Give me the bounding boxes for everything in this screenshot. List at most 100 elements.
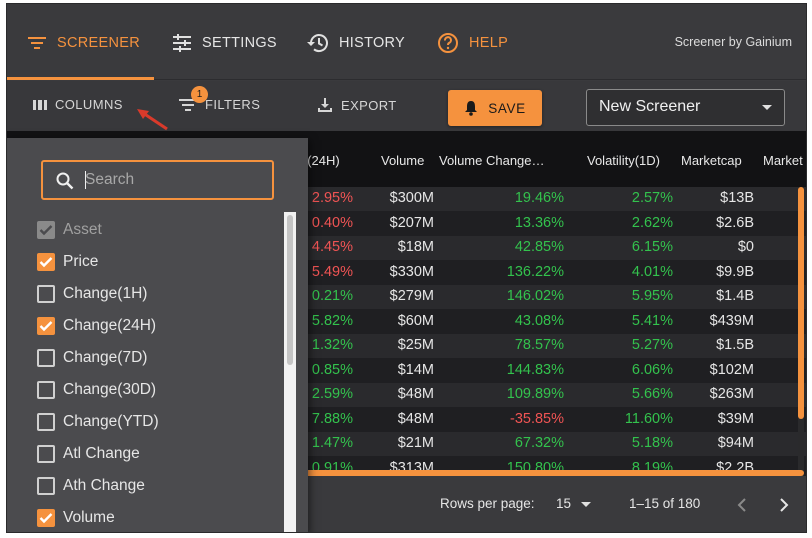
header-volatility[interactable]: Volatility(1D) (587, 153, 660, 168)
cell-change24h: 4.45% (311, 239, 353, 255)
filters-label: FILTERS (205, 97, 261, 112)
save-button[interactable]: SAVE (448, 90, 542, 126)
nav-screener-label: SCREENER (57, 35, 140, 51)
cell-volume-change: 144.83% (506, 361, 564, 378)
cell-volatility: 6.06% (631, 361, 673, 378)
cell-marketcap: $263M (709, 386, 754, 402)
table-row[interactable]: 5.49% $330M 136.22% 4.01% $9.9B (7, 261, 806, 285)
pagination-range: 1–15 of 180 (629, 496, 701, 511)
chevron-right-icon[interactable] (779, 498, 789, 512)
nav-settings[interactable]: SETTINGS (172, 31, 277, 55)
download-icon (318, 98, 332, 112)
cell-volume-change: -35.85% (509, 410, 564, 427)
checkbox-empty-icon[interactable] (37, 445, 55, 463)
column-option-label: Change(YTD) (63, 413, 159, 430)
nav-help[interactable]: HELP (437, 31, 508, 55)
columns-icon (33, 99, 47, 110)
cell-volume-change: 109.89% (506, 386, 564, 402)
table-vertical-scrollbar[interactable] (798, 187, 804, 419)
column-search-input[interactable] (85, 169, 265, 191)
cell-volume: $48M (397, 386, 434, 402)
column-option-change-ytd[interactable]: Change(YTD) (37, 410, 159, 434)
nav-history[interactable]: HISTORY (307, 31, 405, 55)
column-option-ath-change[interactable]: Ath Change (37, 474, 145, 498)
column-option-label: Change(30D) (63, 381, 157, 398)
export-button[interactable]: EXPORT (317, 97, 397, 113)
cell-volume: $330M (389, 263, 434, 280)
column-option-label: Asset (63, 221, 102, 238)
checkbox-checked-icon[interactable] (37, 509, 55, 527)
cell-change24h: 2.95% (311, 190, 353, 206)
screener-select[interactable]: New Screener (586, 89, 785, 126)
cell-volume: $279M (389, 288, 434, 304)
save-label: SAVE (488, 100, 526, 116)
columns-panel: Asset Price Change(1H) Change(24H) Change(7D… (7, 138, 308, 532)
table-row[interactable]: 0.85% $14M 144.83% 6.06% $102M (7, 359, 806, 383)
checkbox-empty-icon[interactable] (37, 477, 55, 495)
checkbox-empty-icon[interactable] (37, 285, 55, 303)
rows-per-page-select[interactable]: 15 (556, 496, 591, 511)
header-volume[interactable]: Volume (381, 153, 425, 168)
cell-change24h: 5.49% (311, 263, 353, 280)
cell-marketcap: $13B (720, 190, 754, 206)
header-volume-change[interactable]: Volume Change… (439, 153, 545, 168)
column-option-change-30d[interactable]: Change(30D) (37, 378, 156, 402)
table-row[interactable]: 7.88% $48M -35.85% 11.60% $39M (7, 408, 806, 432)
column-option-price[interactable]: Price (37, 250, 98, 274)
cell-volume: $300M (389, 190, 434, 206)
column-option-label: Ath Change (63, 477, 145, 494)
checkbox-empty-icon[interactable] (37, 349, 55, 367)
table-horizontal-scrollbar[interactable] (7, 470, 804, 476)
column-option-change-24h[interactable]: Change(24H) (37, 314, 156, 338)
header-change24h[interactable]: e(24H) (300, 153, 340, 168)
column-option-change-1h[interactable]: Change(1H) (37, 282, 147, 306)
column-option-label: Atl Change (63, 445, 140, 462)
cell-volume: $21M (397, 435, 434, 451)
table-row[interactable]: 0.40% $207M 13.36% 2.62% $2.6B (7, 212, 806, 236)
checkbox-checked-icon[interactable] (37, 253, 55, 271)
cell-volatility: 11.60% (624, 410, 673, 427)
column-option-asset: Asset (37, 218, 102, 242)
cell-volatility: 5.41% (631, 312, 673, 329)
cell-marketcap: $39M (717, 410, 754, 427)
cell-marketcap: $94M (717, 435, 754, 451)
column-option-change-7d[interactable]: Change(7D) (37, 346, 147, 370)
checkbox-empty-icon[interactable] (37, 381, 55, 399)
cell-volume-change: 146.02% (506, 288, 564, 304)
cell-volatility: 4.01% (631, 263, 673, 280)
table-row[interactable]: 5.82% $60M 43.08% 5.41% $439M (7, 310, 806, 334)
cell-change24h: 7.88% (311, 410, 353, 427)
nav-screener[interactable]: SCREENER (27, 31, 140, 55)
column-list-scrollbar[interactable] (287, 215, 293, 365)
cell-volume-change: 42.85% (514, 239, 564, 255)
cell-change24h: 2.59% (311, 386, 353, 402)
header-marketcap[interactable]: Marketcap (681, 153, 742, 168)
columns-button[interactable]: COLUMNS (33, 97, 123, 112)
chevron-left-icon[interactable] (737, 498, 747, 512)
columns-label: COLUMNS (55, 97, 123, 112)
annotation-arrow-icon (137, 109, 168, 131)
cell-volume: $48M (397, 410, 434, 427)
column-search-field[interactable] (41, 160, 274, 200)
brand-text: Screener by Gainium (674, 35, 792, 49)
rows-per-page-value: 15 (556, 496, 572, 511)
screener-select-value: New Screener (599, 98, 701, 115)
cell-marketcap: $9.9B (716, 263, 754, 280)
cell-change24h: 0.21% (311, 288, 353, 304)
app-window: SCREENER SETTINGS HISTORY (6, 3, 807, 533)
column-option-atl-change[interactable]: Atl Change (37, 442, 140, 466)
cell-volume: $14M (397, 361, 434, 378)
checkbox-empty-icon[interactable] (37, 413, 55, 431)
filters-button[interactable]: FILTERS (179, 97, 260, 112)
column-option-volume[interactable]: Volume (37, 506, 115, 530)
bell-icon (465, 101, 478, 116)
cell-volatility: 5.18% (631, 435, 673, 451)
rows-per-page-label: Rows per page: (440, 496, 535, 511)
filter-lines-icon (179, 98, 197, 111)
filters-count-badge: 1 (191, 86, 208, 103)
nav-settings-label: SETTINGS (202, 35, 277, 51)
filter-lines-icon (28, 37, 46, 49)
checkbox-checked-icon[interactable] (37, 317, 55, 335)
header-market[interactable]: Market (763, 153, 803, 168)
cell-volatility: 2.62% (631, 214, 673, 231)
